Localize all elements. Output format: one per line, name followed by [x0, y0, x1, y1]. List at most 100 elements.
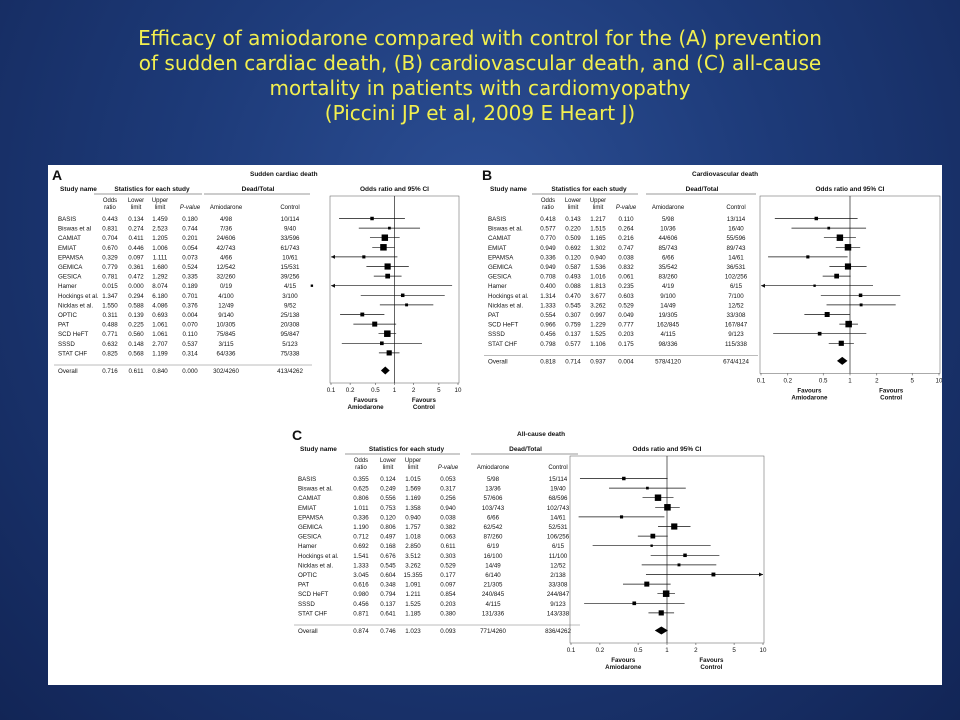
panel-a-ci-arrow-left [331, 254, 335, 259]
panel-c-overall-diamond [654, 626, 668, 635]
panel-b-subheader-p: P-value [616, 205, 637, 211]
panel-a-point-estimate [370, 216, 374, 221]
panel-c-study-control: 33/308 [549, 582, 568, 589]
panel-a-study-or: 0.632 [102, 341, 118, 348]
panel-c-point-estimate [654, 494, 662, 501]
panel-a-study-p: 0.524 [182, 264, 198, 271]
panel-b-axis-tick-label: 1 [848, 377, 852, 384]
panel-b-subheader-lower-2: limit [568, 205, 579, 211]
panel-a-study-control: 39/256 [281, 274, 300, 281]
panel-a-study-p: 0.201 [182, 235, 198, 242]
panel-b-study-name: Hamer [488, 283, 507, 290]
panel-c-favours-right-2: Control [700, 664, 722, 671]
forest-plots-svg: A Sudden cardiac death Study name Statistic… [52, 167, 942, 671]
panel-b-point-estimate [814, 216, 819, 221]
panel-c-study-control: 68/596 [549, 495, 568, 502]
panel-c-study-p: 0.382 [440, 524, 456, 531]
panel-c-study-p: 0.203 [440, 601, 456, 608]
panel-c-study-control: 11/100 [549, 553, 568, 560]
panel-a-study-p: 0.070 [182, 322, 198, 329]
panel-b-axis-tick-label: 10 [936, 377, 942, 384]
panel-a-study-lower: 0.148 [128, 341, 144, 348]
panel-c-study-or: 0.625 [353, 486, 369, 493]
panel-c-subheader-or-1: Odds [354, 458, 368, 464]
panel-c-study-lower: 0.604 [380, 572, 396, 579]
panel-a-study-upper: 1.459 [152, 216, 168, 223]
panel-b-study-control: 102/256 [725, 274, 748, 281]
panel-a-study-treat: 10/305 [217, 322, 236, 329]
panel-c-study-control: 15/114 [549, 476, 568, 483]
panel-c-study-name: SCD HeFT [298, 591, 328, 598]
panel-b-study-p: 0.235 [618, 283, 634, 290]
panel-b-study-upper: 1.229 [590, 322, 606, 329]
panel-b-study-control: 167/847 [725, 322, 748, 329]
panel-c-study-treat: 4/115 [485, 601, 501, 608]
panel-b-study-upper: 1.165 [590, 235, 606, 242]
panel-c-study-upper: 1.757 [405, 524, 421, 531]
panel-b-overall-upper: 0.937 [590, 358, 606, 365]
panel-a-study-upper: 2.707 [152, 341, 168, 348]
panel-b-study-treat: 162/845 [657, 322, 680, 329]
panel-b-study-control: 14/61 [728, 254, 744, 261]
panel-a-study-or: 0.779 [102, 264, 118, 271]
panel-c-overall-name: Overall [298, 628, 318, 635]
panel-a-study-treat: 3/115 [218, 341, 234, 348]
panel-c-point-estimate [650, 544, 653, 547]
panel-b-point-estimate [844, 263, 852, 270]
panel-a-study-treat: 0/19 [220, 283, 233, 290]
panel-a-header-plot: Odds ratio and 95% CI [360, 186, 429, 193]
panel-c-subheader-p: P-value [438, 465, 459, 471]
panel-b-study-p: 0.216 [618, 235, 634, 242]
panel-a-overall-or: 0.716 [102, 368, 118, 375]
panel-b-subheader-lower-1: Lower [565, 198, 581, 204]
panel-c-point-estimate [662, 590, 670, 597]
panel-a-subheader-treat: Amiodarone [210, 205, 243, 211]
panel-b-overall-name: Overall [488, 358, 508, 365]
panel-c-study-upper: 1.185 [405, 610, 421, 617]
panel-a-study-lower: 0.097 [128, 254, 144, 261]
panel-b-header-study: Study name [490, 186, 527, 193]
panel-a-study-or: 0.329 [102, 254, 118, 261]
panel-a-point-estimate [310, 284, 314, 287]
panel-c-point-estimate [671, 523, 678, 530]
panel-c-subheader-control: Control [548, 465, 567, 471]
panel-a-study-name: SCD HeFT [58, 331, 88, 338]
panel-b-study-or: 0.949 [540, 264, 556, 271]
panel-c-point-estimate [650, 533, 656, 539]
panel-b-study-treat: 9/100 [660, 293, 676, 300]
title-line-3: mortality in patients with cardiomyopath… [269, 76, 691, 100]
panel-a-study-upper: 1.292 [152, 274, 168, 281]
panel-b-study-control: 7/100 [728, 293, 744, 300]
panel-a-study-lower: 0.294 [128, 293, 144, 300]
panel-a-study-upper: 2.523 [152, 226, 168, 233]
panel-b-study-treat: 6/66 [662, 254, 675, 261]
panel-b-study-p: 0.832 [618, 264, 634, 271]
panel-a-study-name: OPTIC [58, 312, 77, 319]
panel-c-study-upper: 0.940 [405, 514, 421, 521]
panel-b-study-lower: 0.509 [565, 235, 581, 242]
panel-a-study-treat: 64/336 [217, 350, 236, 357]
panel-a-study-lower: 0.560 [128, 331, 144, 338]
panel-b-study-lower: 0.545 [565, 302, 581, 309]
panel-c-subheader-upper-2: limit [408, 465, 419, 471]
panel-c-study-name: GESICA [298, 534, 322, 541]
panel-a-axis-tick-label: 1 [393, 387, 397, 394]
panel-c-study-or: 0.871 [353, 610, 369, 617]
panel-a-overall-lower: 0.611 [128, 368, 144, 375]
panel-b-study-upper: 0.940 [590, 254, 606, 261]
panel-a-study-name: EPAMSA [58, 254, 84, 261]
panel-c-study-lower: 0.168 [380, 543, 396, 550]
panel-b-point-estimate [824, 312, 830, 317]
panel-c-subheader-treat: Amiodarone [477, 465, 510, 471]
panel-b-study-name: Hockings et al. [488, 293, 529, 300]
panel-a-axis-tick-label: 0.2 [346, 387, 355, 394]
panel-a-study-lower: 0.225 [128, 322, 144, 329]
panel-b-study-or: 0.770 [540, 235, 556, 242]
panel-a-study-lower: 0.446 [128, 245, 144, 252]
panel-a-study-treat: 42/743 [217, 245, 236, 252]
panel-a-study-name: Hamer [58, 283, 77, 290]
panel-b-subheader-treat: Amiodarone [652, 205, 685, 211]
panel-b-subheader-or-1: Odds [541, 198, 555, 204]
panel-b-ci-arrow-left [761, 283, 765, 288]
panel-b-study-name: SSSD [488, 331, 505, 338]
